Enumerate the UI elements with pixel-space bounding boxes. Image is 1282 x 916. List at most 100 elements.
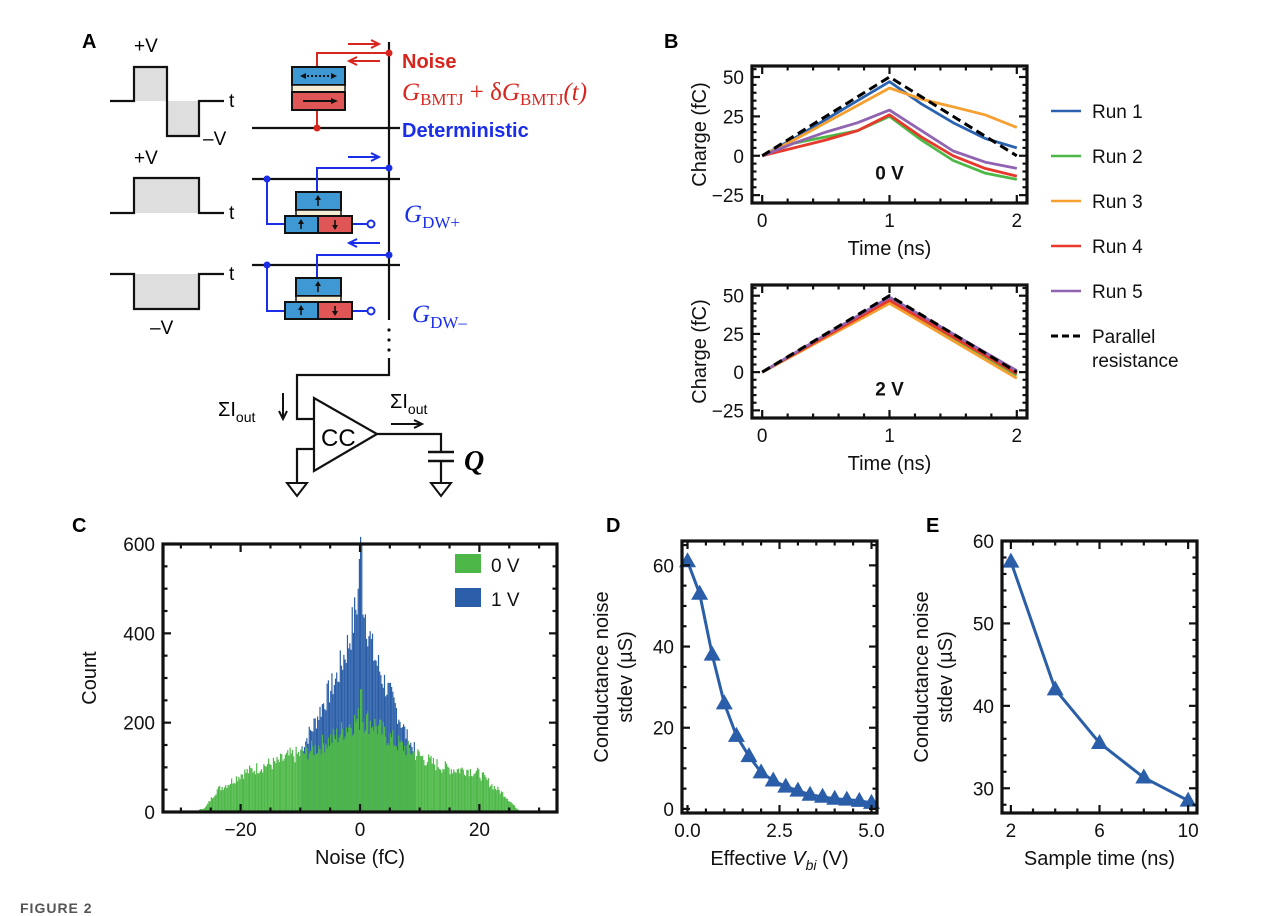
histogram-bar-0v [340, 722, 343, 812]
pulse-fill [134, 178, 199, 213]
histogram-bar-0v [479, 777, 481, 812]
y-axis-label-line1: Conductance noise [911, 591, 933, 762]
triangle-marker [1002, 552, 1020, 568]
histogram-bar-0v [257, 773, 259, 812]
triangle-marker [814, 787, 832, 803]
histogram-bar-0v [508, 801, 510, 812]
histogram-bar-0v [227, 784, 229, 812]
histogram-bar-0v [423, 760, 425, 812]
pulse-waveform-positive [110, 176, 224, 215]
y-tick-label: 60 [973, 532, 994, 553]
histogram-bar-0v [208, 801, 210, 812]
legend-swatch [455, 588, 481, 607]
histogram-bar-0v [318, 745, 320, 812]
histogram-bar-0v [436, 759, 438, 812]
histogram-bar-0v [400, 739, 402, 812]
legend-label: 0 V [491, 556, 520, 577]
histogram-bar-0v [432, 757, 435, 812]
series-line-run-1 [761, 298, 1018, 374]
histogram-bar-0v [234, 783, 236, 812]
y-tick-label: 200 [123, 714, 155, 735]
histogram-bar-1v [362, 614, 364, 812]
histogram-bar-0v [375, 726, 377, 812]
formula-sub-bmtj: BMTJ [420, 90, 464, 109]
histogram-bar-0v [407, 740, 409, 812]
sum-out-sub: out [408, 401, 428, 417]
histogram-bar-0v [226, 787, 228, 812]
histogram-bar-0v [242, 778, 245, 812]
histogram-bar-0v [336, 728, 338, 812]
histogram-bar-0v [391, 737, 393, 812]
histogram-bar-0v [280, 753, 282, 812]
y-tick-label: 40 [653, 638, 674, 659]
histogram-bar-0v [207, 803, 209, 812]
histogram-bar-0v [399, 742, 401, 812]
histogram-bar-0v [478, 769, 480, 812]
histogram-bar-0v [259, 771, 261, 812]
triangle-marker [1046, 680, 1064, 696]
histogram-bar-0v [271, 769, 273, 812]
histogram-bar-0v [401, 742, 403, 812]
triangle-marker [850, 791, 868, 807]
series-line [686, 560, 872, 805]
histogram-bar-0v [253, 770, 255, 812]
series-line-run-4 [761, 113, 1018, 178]
panel-letter-d: D [606, 515, 620, 537]
histogram-bar-0v [214, 795, 216, 812]
histogram-bar-0v [216, 789, 218, 812]
histogram-bar-0v [515, 808, 517, 812]
y-tick-label: 50 [723, 68, 744, 89]
histogram-bar-0v [289, 747, 291, 812]
histogram-bar-0v [275, 763, 277, 812]
triangle-marker [703, 645, 721, 661]
histogram-bar-0v [348, 727, 350, 812]
histogram-bar-0v [364, 730, 366, 812]
histogram-bar-0v [322, 743, 325, 812]
gdw-minus-g: G [412, 301, 430, 328]
histogram-bar-1v [343, 654, 345, 812]
x-tick-label: 2 [1012, 211, 1023, 232]
histogram-bar-0v [481, 772, 483, 812]
histogram-bar-0v [334, 739, 337, 812]
histogram-bar-0v [477, 767, 479, 812]
histogram-bar-0v [235, 776, 238, 812]
histogram-bar-0v [297, 751, 300, 812]
x-tick-label: 2.5 [766, 821, 792, 842]
histogram-bar-0v [268, 758, 270, 812]
histogram-bar-0v [238, 776, 240, 812]
series-line-run-5 [761, 108, 1018, 170]
histogram-bar-0v [388, 745, 390, 812]
histogram-bar-0v [331, 743, 333, 812]
histogram-bar-0v [305, 745, 307, 812]
histogram-bar-1v [344, 659, 346, 812]
histogram-bar-0v [455, 772, 457, 812]
histogram-bar-0v [487, 778, 489, 812]
histogram-bar-0v [357, 708, 359, 812]
y-axis-label: Charge (fC) [689, 299, 711, 403]
histogram-bar-0v [324, 752, 326, 812]
histogram-bar-0v [211, 798, 214, 812]
histogram-bar-1v [331, 673, 333, 812]
dw-read-wire [316, 254, 389, 278]
histogram-bar-0v [496, 790, 498, 812]
histogram-bar-0v [312, 746, 314, 812]
arrow-up-icon [298, 305, 304, 310]
histogram-bar-0v [241, 774, 243, 812]
panel-letter-e: E [926, 515, 939, 537]
histogram-bar-0v [411, 754, 413, 812]
histogram-bar-0v [325, 744, 327, 812]
histogram-bar-0v [265, 766, 267, 812]
histogram-bar-1v [358, 559, 360, 812]
histogram-bar-0v [296, 753, 298, 812]
histogram-bar-0v [471, 775, 473, 812]
dw-read-node [385, 251, 393, 259]
triangle-marker [740, 747, 758, 763]
histogram-bar-0v [402, 751, 405, 812]
histogram-bar-0v [248, 765, 251, 812]
histogram-bar-0v [456, 769, 458, 812]
pulse-waveform-bipolar [110, 65, 224, 138]
histogram-bar-0v [417, 749, 419, 812]
histogram-bar-0v [447, 766, 449, 812]
x-tick-label: 2 [1012, 426, 1023, 447]
